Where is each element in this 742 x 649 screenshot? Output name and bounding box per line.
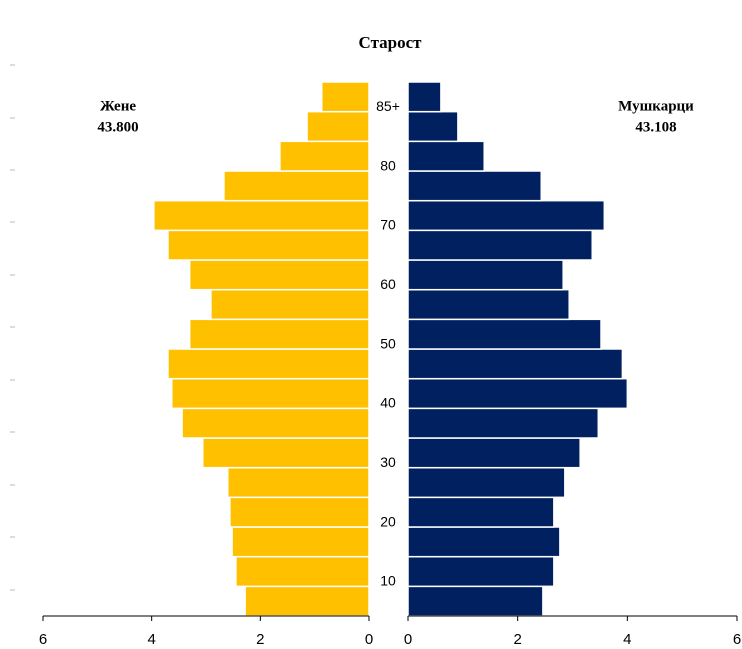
age-label: 85+ xyxy=(376,98,400,114)
series-total: 43.108 xyxy=(635,119,676,135)
bar xyxy=(407,466,566,499)
bar xyxy=(407,229,593,261)
bar xyxy=(407,496,555,528)
bar xyxy=(407,377,629,410)
bar xyxy=(320,81,370,113)
x-tick-label: 6 xyxy=(733,631,741,648)
bar xyxy=(153,199,370,232)
bar xyxy=(279,140,370,172)
x-tick-label: 0 xyxy=(404,631,412,648)
chart-title: Старост xyxy=(359,33,423,52)
series-total: 43.800 xyxy=(97,119,138,135)
age-label: 50 xyxy=(380,335,396,351)
bar xyxy=(235,555,370,588)
bar xyxy=(407,140,485,172)
bar xyxy=(407,81,442,113)
bar xyxy=(407,348,624,380)
bar xyxy=(407,170,542,202)
bar xyxy=(244,585,370,617)
age-label: 80 xyxy=(380,157,396,173)
bar xyxy=(407,407,600,439)
x-tick-label: 0 xyxy=(365,631,373,648)
bar xyxy=(223,170,370,202)
series-name: Жене xyxy=(100,98,136,114)
bar xyxy=(226,466,370,499)
age-label: 10 xyxy=(380,573,396,589)
bar xyxy=(181,407,370,439)
x-tick-label: 2 xyxy=(256,631,264,648)
bar xyxy=(407,437,581,469)
bar xyxy=(229,496,370,528)
age-label: 40 xyxy=(380,395,396,411)
age-label: 70 xyxy=(380,217,396,233)
decoration-dashes xyxy=(10,64,15,591)
x-tick-label: 2 xyxy=(513,631,521,648)
bar xyxy=(167,229,370,261)
bar xyxy=(407,259,564,291)
bar xyxy=(188,259,370,291)
bar xyxy=(201,437,370,469)
bar xyxy=(171,377,370,410)
bar xyxy=(231,526,370,558)
x-tick-label: 6 xyxy=(39,631,47,648)
age-label: 60 xyxy=(380,276,396,292)
bar xyxy=(407,199,606,232)
bar xyxy=(407,288,570,321)
x-tick-label: 4 xyxy=(147,631,155,648)
bar xyxy=(407,585,544,617)
bar xyxy=(407,110,459,143)
bar xyxy=(210,288,370,321)
bar xyxy=(306,110,370,143)
bar xyxy=(188,318,370,350)
bar xyxy=(167,348,370,380)
bar xyxy=(407,318,602,350)
bar xyxy=(407,555,555,588)
age-label: 30 xyxy=(380,454,396,470)
bar xyxy=(407,526,561,558)
series-name: Мушкарци xyxy=(618,98,694,114)
x-tick-label: 4 xyxy=(623,631,631,648)
age-label: 20 xyxy=(380,513,396,529)
